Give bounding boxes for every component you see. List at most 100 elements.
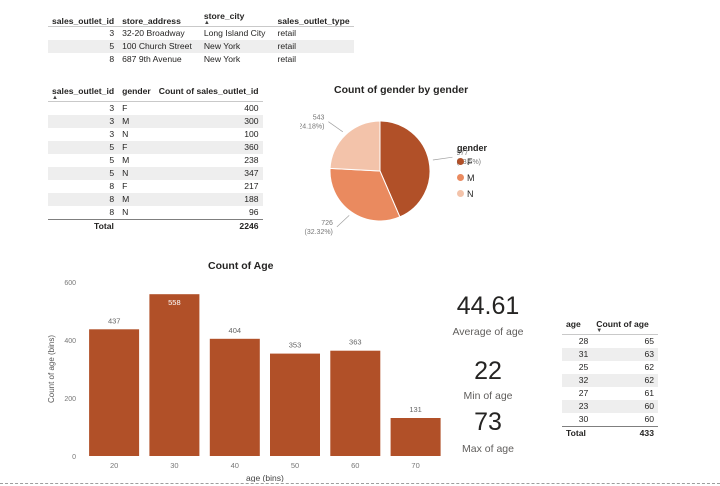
cell-count: 347: [154, 167, 263, 180]
cell-age: 25: [578, 362, 589, 372]
cell-count: 360: [154, 141, 263, 154]
legend-item-f[interactable]: F: [457, 154, 487, 170]
bar-data-label: 353: [289, 341, 302, 350]
cell-sales-outlet-type: retail: [277, 28, 297, 38]
cell-gender: F: [122, 103, 128, 113]
table-row[interactable]: 31 63: [562, 348, 658, 361]
total-row: Total 2246: [48, 219, 263, 233]
age-bar-chart[interactable]: 0 200 400 600 Count of age (bins) age (bins) 2…: [40, 270, 460, 482]
legend-title: gender: [457, 143, 488, 153]
table-row[interactable]: 3 F 400: [48, 102, 263, 116]
pie-percent-label: (24.18%): [300, 124, 324, 131]
cell-count: 100: [244, 129, 259, 139]
legend-dot-icon: [457, 190, 464, 197]
cell-count: 60: [592, 400, 658, 413]
bar-20[interactable]: [89, 329, 140, 456]
cell-store-address: 687 9th Avenue: [122, 54, 182, 64]
cell-store-address: 32-20 Broadway: [122, 28, 185, 38]
y-tick-label: 200: [64, 396, 76, 403]
table-row[interactable]: 27 61: [562, 387, 658, 400]
sort-ascending-icon[interactable]: ▲: [203, 20, 210, 26]
table-row[interactable]: 5 M 238: [48, 154, 263, 167]
col-header-store-address[interactable]: store_address: [118, 6, 196, 27]
cell-age: 32: [562, 374, 593, 387]
stores-table-header: sales_outlet_id store_address store_city…: [48, 6, 354, 27]
table-row[interactable]: 5 N 347: [48, 167, 263, 180]
gender-table-visual: sales_outlet_id ▲ gender Count of sales_o…: [48, 86, 263, 233]
cell-sales-outlet-id: 3: [109, 103, 115, 113]
sort-ascending-icon[interactable]: ▲: [52, 95, 58, 101]
cell-gender: F: [118, 141, 155, 154]
col-header-sales-outlet-type[interactable]: sales_outlet_type: [269, 6, 354, 27]
age-table-visual: age Count of age ▼ 28 65 31 63 25 62 32 62 27…: [562, 318, 658, 440]
max-age-value: 73: [474, 408, 502, 436]
col-header-count-sales-outlet-id[interactable]: Count of sales_outlet_id: [154, 86, 263, 102]
col-header-sales-outlet-id[interactable]: sales_outlet_id: [48, 6, 119, 27]
legend-dot-icon: [457, 174, 464, 181]
table-row[interactable]: 3 32-20 Broadway Long Island City retail: [48, 27, 354, 41]
col-header-count-of-age[interactable]: Count of age ▼: [592, 318, 658, 335]
pie-slice-m[interactable]: [329, 167, 401, 222]
total-label: Total: [562, 426, 593, 440]
table-row[interactable]: 25 62: [562, 361, 658, 374]
age-table: age Count of age ▼ 28 65 31 63 25 62 32 62 27…: [562, 318, 658, 440]
table-row[interactable]: 8 M 188: [48, 193, 263, 206]
pie-value-label: 726: [321, 220, 333, 227]
x-tick-label: 30: [170, 461, 178, 470]
bar-data-label: 363: [349, 338, 362, 347]
page-bottom-divider: [0, 483, 720, 484]
avg-age-label: Average of age: [452, 326, 524, 338]
col-header-sales-outlet-id[interactable]: sales_outlet_id ▲: [48, 86, 119, 102]
legend-item-n[interactable]: N: [457, 186, 487, 202]
total-value: 2246: [154, 219, 263, 233]
table-row[interactable]: 3 N 100: [48, 128, 263, 141]
table-row[interactable]: 3 M 300: [48, 115, 263, 128]
table-row[interactable]: 30 60: [562, 413, 658, 427]
cell-sales-outlet-id: 5: [109, 155, 115, 165]
legend-dot-icon: [457, 158, 464, 165]
bar-data-label: 437: [108, 316, 121, 325]
bar-50[interactable]: [270, 353, 320, 456]
table-row[interactable]: 5 100 Church Street New York retail: [48, 40, 354, 53]
table-row[interactable]: 28 65: [562, 335, 658, 349]
legend-item-m[interactable]: M: [457, 170, 487, 186]
cell-gender: N: [122, 129, 129, 139]
cell-count: 60: [644, 414, 654, 424]
pie-leader-line: [336, 215, 350, 228]
table-row[interactable]: 8 F 217: [48, 180, 263, 193]
cell-gender: F: [122, 181, 128, 191]
table-row[interactable]: 23 60: [562, 400, 658, 413]
pie-slice-n[interactable]: [329, 120, 381, 172]
col-header-gender[interactable]: gender: [118, 86, 155, 102]
table-row[interactable]: 8 N 96: [48, 206, 263, 220]
sort-descending-icon[interactable]: ▼: [596, 328, 603, 334]
cell-sales-outlet-id: 8: [109, 207, 115, 217]
pie-slice-f[interactable]: [379, 120, 431, 218]
min-age-label: Min of age: [463, 390, 513, 402]
table-row[interactable]: 5 F 360: [48, 141, 263, 154]
y-tick-label: 0: [72, 454, 76, 461]
cell-count: 62: [592, 374, 658, 387]
cell-store-city: Long Island City: [203, 28, 266, 38]
y-tick-label: 600: [64, 280, 76, 287]
pie-legend: gender F M N: [457, 143, 487, 202]
pie-value-label: 543: [313, 115, 325, 122]
bar-70[interactable]: [390, 418, 441, 456]
table-row[interactable]: 8 687 9th Avenue New York retail: [48, 53, 354, 66]
cell-sales-outlet-id: 3: [109, 28, 115, 38]
cell-count: 62: [644, 362, 654, 372]
bar-data-label: 404: [229, 326, 242, 335]
cell-count: 96: [248, 207, 259, 217]
pie-percent-label: (43.5%): [457, 159, 482, 166]
gender-pie-chart[interactable]: 977 (43.5%) 726 (32.32%) 543 (24.18%): [300, 98, 500, 248]
cell-store-address: 100 Church Street: [118, 40, 196, 53]
bar-40[interactable]: [209, 338, 260, 456]
table-row[interactable]: 32 62: [562, 374, 658, 387]
bar-60[interactable]: [330, 350, 381, 456]
cell-count: 188: [154, 193, 263, 206]
bar-30[interactable]: [149, 294, 200, 456]
cell-store-city: New York: [203, 54, 241, 64]
total-row: Total 433: [562, 426, 658, 440]
col-header-store-city[interactable]: store_city ▲: [195, 6, 270, 27]
col-header-age[interactable]: age: [562, 318, 593, 335]
